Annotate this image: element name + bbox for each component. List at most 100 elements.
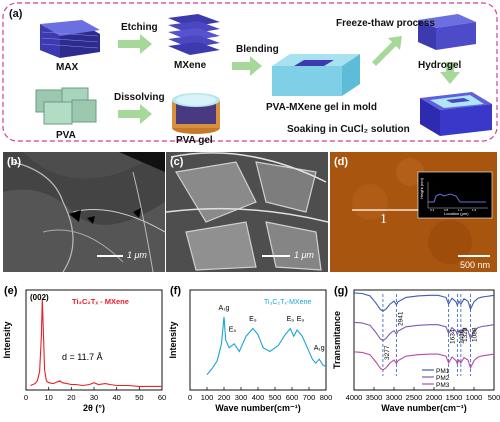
peak-label: 1328: [462, 327, 469, 342]
panel-label: (f): [170, 285, 181, 297]
arrow-dissolving-icon: [118, 104, 152, 124]
pva-label: PVA: [56, 130, 76, 141]
mode-label: E₉: [297, 316, 305, 323]
panel-c-label: (c): [170, 156, 184, 168]
arrow-soak-icon: [440, 62, 460, 84]
sem-image-b: (b) 1 μm: [3, 152, 165, 272]
max-block-icon: [40, 20, 100, 58]
panel-b-label: (b): [7, 156, 22, 168]
y-axis-label: Intensity: [168, 321, 178, 358]
profile-line-label: 1: [380, 212, 387, 227]
legend-label: PM1: [436, 368, 450, 375]
plot-frame: [353, 289, 495, 391]
panel-label: (g): [334, 285, 348, 297]
x-tick-label: 40: [112, 393, 120, 402]
series-line: [206, 316, 327, 375]
pva-granules-icon: [35, 87, 97, 125]
inset-xtick-4: 1.6: [472, 208, 477, 212]
sem-b-texture: [3, 152, 165, 272]
mode-label: A₁g: [219, 305, 230, 312]
chart-title: Ti₃C₂Tₓ - MXene: [72, 297, 129, 306]
scale-label-d: 500 nm: [460, 260, 491, 270]
ftir-chart: (g) Wave number(cm⁻¹) Transmitance 4000 3500…: [332, 285, 500, 413]
panel-label: (e): [4, 285, 18, 297]
freeze-thaw-label: Freeze-thaw process: [336, 18, 435, 29]
arrow-blending-icon: [232, 56, 262, 76]
x-tick-label: 800: [320, 393, 332, 402]
mode-label: E₉: [249, 316, 257, 323]
mode-label: E₉: [287, 316, 295, 323]
series-line: [353, 351, 495, 371]
afm-texture: [330, 152, 497, 272]
x-axis-label: 2θ (°): [83, 403, 105, 413]
x-tick-label: 500: [488, 393, 500, 402]
mode-label: E₉: [229, 327, 237, 334]
pva-gel-cylinder-icon: [172, 93, 220, 134]
chart-title: Ti₃C₂Tₓ-MXene: [264, 299, 311, 306]
mode-label: A₁g: [314, 345, 325, 352]
mxene-layers-icon: [168, 14, 220, 55]
x-tick-label: 500: [269, 393, 282, 402]
x-tick-label: 400: [252, 393, 265, 402]
soaking-label: Soaking in CuCl₂ solution: [287, 124, 410, 135]
arrow-freeze-icon: [372, 36, 402, 66]
legend-label: PM3: [436, 382, 450, 389]
blending-label: Blending: [236, 44, 279, 55]
afm-image-d: (d) 1 Height (nm) Location (μm) 0.4 0.8 …: [330, 152, 497, 272]
x-tick-label: 600: [286, 393, 299, 402]
x-tick-label: 200: [218, 393, 231, 402]
max-label: MAX: [56, 62, 79, 73]
inset-xtick-1: 0.4: [430, 208, 435, 212]
schematic-panel: (a) MAX MXene Etching Dissolving PVA PVA…: [0, 0, 500, 146]
series-line: [353, 292, 495, 312]
x-tick-label: 2000: [426, 393, 443, 402]
x-tick-label: 1000: [466, 393, 483, 402]
series-line: [30, 299, 162, 387]
x-tick-label: 4000: [346, 393, 363, 402]
x-tick-label: 1500: [446, 393, 463, 402]
x-tick-label: 10: [44, 393, 52, 402]
pva-gel-label: PVA gel: [176, 135, 213, 146]
inset-xtick-3: 1.2: [458, 208, 463, 212]
schematic-drawing: [2, 2, 498, 142]
mxene-label: MXene: [174, 60, 207, 71]
mold-label: PVA-MXene gel in mold: [266, 102, 377, 113]
dissolving-label: Dissolving: [114, 92, 165, 103]
inset-xtick-2: 0.8: [444, 208, 449, 212]
x-tick-label: 2500: [406, 393, 423, 402]
x-axis-label: Wave number(cm⁻¹): [381, 403, 466, 413]
peak-annotation: (002): [30, 293, 49, 302]
schematic-border: [2, 2, 498, 142]
inset-xlabel: Location (μm): [444, 211, 469, 216]
etching-label: Etching: [121, 22, 158, 33]
x-tick-label: 30: [90, 393, 98, 402]
hydrogel-label: Hydrogel: [418, 60, 462, 71]
x-tick-label: 300: [235, 393, 248, 402]
x-tick-label: 0: [24, 393, 28, 402]
d-spacing-annotation: d = 11.7 Å: [62, 352, 103, 362]
soaking-container-icon: [420, 92, 492, 136]
hydrogel-icon: [418, 14, 476, 50]
x-tick-label: 0: [188, 393, 192, 402]
x-tick-label: 700: [303, 393, 316, 402]
x-tick-label: 20: [67, 393, 75, 402]
peak-label: 2941: [397, 311, 404, 326]
y-axis-label: Transmitance: [332, 311, 342, 369]
raman-chart: (f) Wave number(cm⁻¹) Intensity 0 100 200 300 4…: [168, 285, 332, 413]
legend-label: PM2: [436, 375, 450, 382]
afm-inset: [417, 171, 493, 219]
panel-a-label: (a): [9, 8, 23, 20]
peak-label: 1088: [471, 327, 478, 342]
inset-ylabel: Height (nm): [419, 178, 424, 199]
peak-label: 3277: [384, 345, 391, 360]
sem-image-c: (c) 1 μm: [166, 152, 328, 272]
x-tick-label: 60: [158, 393, 166, 402]
xrd-chart: (e) 2θ (°) Intensity 0 10 20 30 40 50 60 Ti₃C₂Tₓ -…: [2, 285, 166, 413]
mold-icon: [272, 54, 360, 96]
y-axis-label: Intensity: [2, 321, 12, 358]
scale-label-c: 1 μm: [294, 250, 314, 260]
x-axis-label: Wave number(cm⁻¹): [215, 403, 300, 413]
scale-label-b: 1 μm: [127, 250, 147, 260]
peak-label: 1416: [458, 329, 465, 344]
peak-label: 1634: [450, 329, 457, 344]
